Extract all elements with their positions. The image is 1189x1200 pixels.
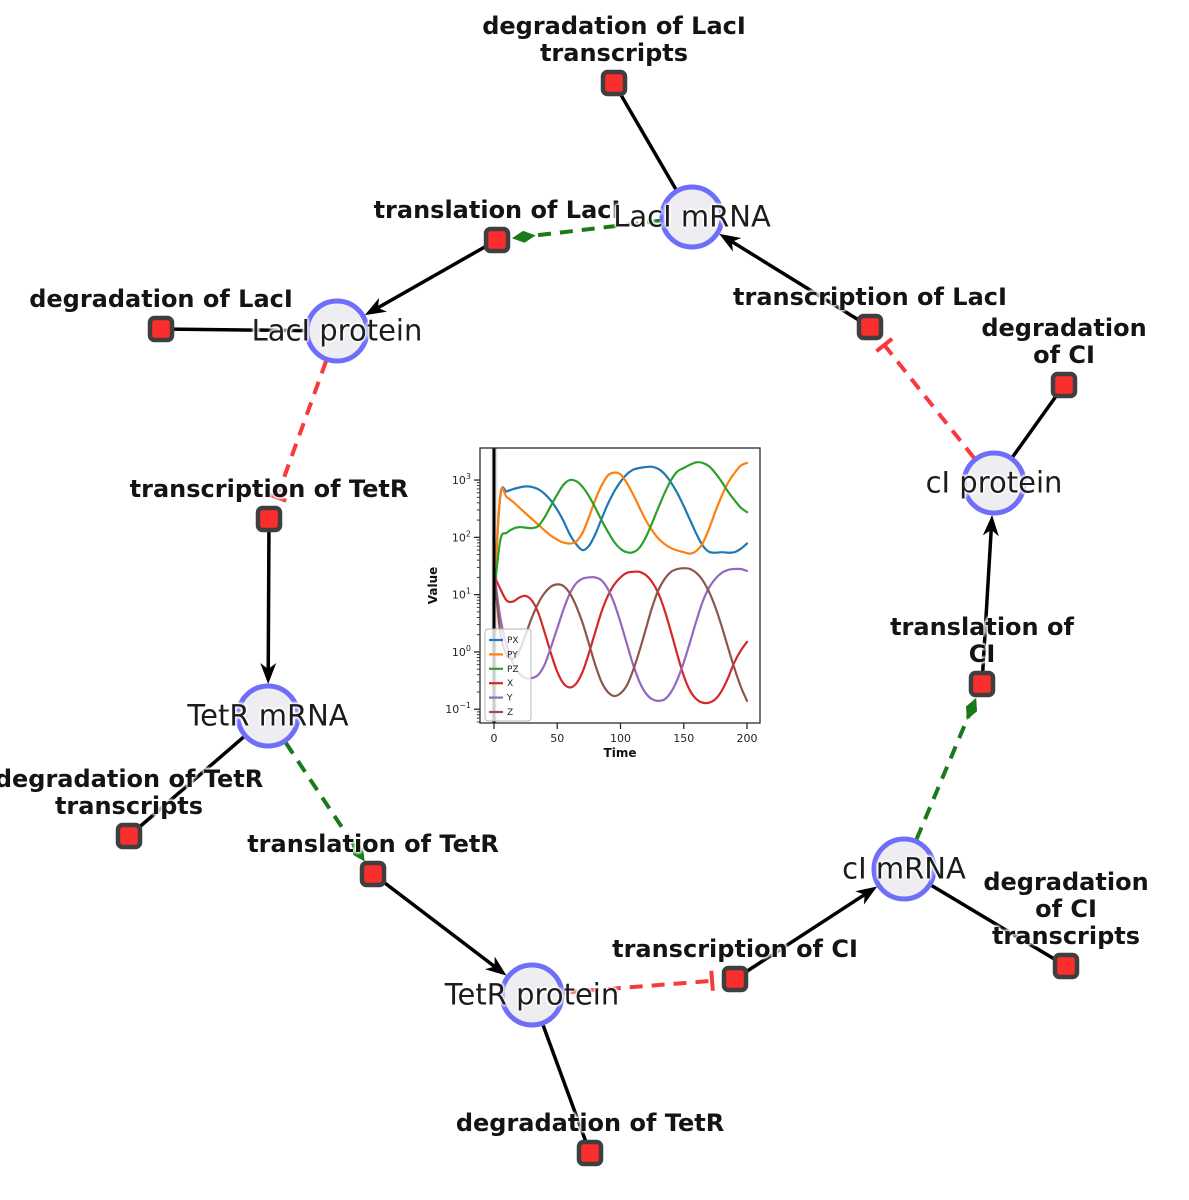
reaction-node-transcription-tetr[interactable] [255, 505, 283, 533]
edge-tetr-protein-transcription-ci-tee-icon [709, 970, 715, 991]
edge-ci-protein-transcription-laci-tee-icon [875, 337, 894, 353]
reaction-node-transcription-laci[interactable] [856, 313, 884, 341]
edge-laci-mrna-translation-laci-diamond-icon [511, 230, 536, 243]
edge-translation-tetr-tetr-protein-arrowhead-icon [484, 956, 507, 976]
edges-layer [127, 82, 1067, 1154]
x-tick-label-100: 100 [610, 732, 631, 745]
edge-transcription-laci-laci-mrna-arrowhead-icon [719, 233, 742, 252]
edge-laci-mrna-translation-laci [523, 218, 661, 239]
chart-series-Y [492, 567, 749, 703]
x-tick-label-50: 50 [550, 732, 564, 745]
legend-label-Z: Z [507, 708, 513, 718]
x-tick-label-200: 200 [737, 732, 758, 745]
legend-label-PY: PY [507, 650, 518, 660]
chart-series-PY [492, 461, 749, 596]
reaction-node-deg-tetr-transcripts[interactable] [115, 822, 143, 850]
reaction-node-deg-tetr[interactable] [576, 1139, 604, 1167]
x-axis-ticks: 0 50 100 150 200 [491, 723, 758, 745]
chart-series-PX [492, 465, 749, 596]
reaction-node-translation-ci[interactable] [968, 670, 996, 698]
edge-translation-laci-laci-protein-arrowhead-icon [364, 297, 388, 316]
edge-transcription-tetr-tetr-mrna-arrowhead-icon [260, 662, 277, 685]
y-tick-label-10e0: 100 [452, 644, 471, 659]
y-tick-label-10e3: 103 [452, 472, 471, 487]
y-tick-label-10e2: 102 [452, 529, 471, 544]
legend-label-PZ: PZ [507, 665, 519, 675]
edge-tetr-protein-transcription-ci [563, 978, 713, 995]
edge-transcription-ci-ci-mrna [734, 892, 867, 981]
edge-transcription-ci-ci-mrna-arrowhead-icon [855, 886, 878, 905]
species-node-laci-mrna[interactable] [659, 184, 725, 250]
edge-transcription-tetr-tetr-mrna [266, 518, 271, 671]
reaction-node-translation-tetr[interactable] [359, 860, 387, 888]
edge-laci-protein-transcription-tetr [274, 360, 328, 499]
edge-transcription-laci-laci-mrna [730, 239, 871, 329]
x-tick-label-0: 0 [491, 732, 498, 745]
legend-label-PX: PX [507, 636, 519, 646]
x-tick-label-150: 150 [673, 732, 694, 745]
edge-laci-protein-transcription-tetr-tee-icon [266, 492, 287, 503]
edge-ci-mrna-translation-ci-diamond-icon [965, 697, 978, 720]
reaction-node-translation-laci[interactable] [483, 226, 511, 254]
y-axis-ticks: 10−1 100 101 102 103 [445, 472, 480, 723]
reaction-node-deg-laci-transcripts[interactable] [600, 69, 628, 97]
reaction-node-transcription-ci[interactable] [721, 965, 749, 993]
chart-legend: PX PY PZ XYZ [484, 628, 532, 722]
chart-plot-area [491, 448, 749, 723]
nodes-layer [115, 69, 1080, 1167]
reaction-node-deg-laci[interactable] [147, 315, 175, 343]
x-axis-label: Time [604, 746, 637, 760]
edge-tetr-mrna-translation-tetr [284, 741, 360, 853]
species-node-ci-mrna[interactable] [871, 836, 937, 902]
edge-ci-protein-transcription-laci [882, 343, 976, 460]
y-tick-label-10e1: 101 [452, 587, 471, 602]
species-node-ci-protein[interactable] [961, 450, 1027, 516]
edge-translation-laci-laci-protein [376, 238, 498, 310]
species-node-laci-protein[interactable] [304, 298, 370, 364]
legend-label-Y: Y [506, 694, 513, 704]
edge-ci-mrna-translation-ci [914, 708, 974, 841]
edge-tetr-mrna-translation-tetr-diamond-icon [351, 841, 365, 862]
reaction-node-deg-ci[interactable] [1050, 371, 1078, 399]
chart-series-Z [492, 567, 749, 702]
edge-translation-tetr-tetr-protein [371, 872, 497, 969]
legend-label-X: X [507, 679, 513, 689]
y-tick-label-10e-1: 10−1 [445, 701, 471, 716]
species-node-tetr-mrna[interactable] [235, 683, 301, 749]
inset-timeseries-chart: 10−1 100 101 102 103 0 50 100 150 200 Time Value PX P… [413, 428, 778, 763]
edge-translation-ci-ci-protein-arrowhead-icon [982, 514, 999, 537]
chart-series-PZ [492, 461, 749, 596]
edge-translation-ci-ci-protein [980, 528, 994, 685]
y-axis-label: Value [426, 567, 440, 605]
species-node-tetr-protein[interactable] [499, 962, 565, 1028]
reaction-node-deg-ci-transcripts[interactable] [1052, 952, 1080, 980]
